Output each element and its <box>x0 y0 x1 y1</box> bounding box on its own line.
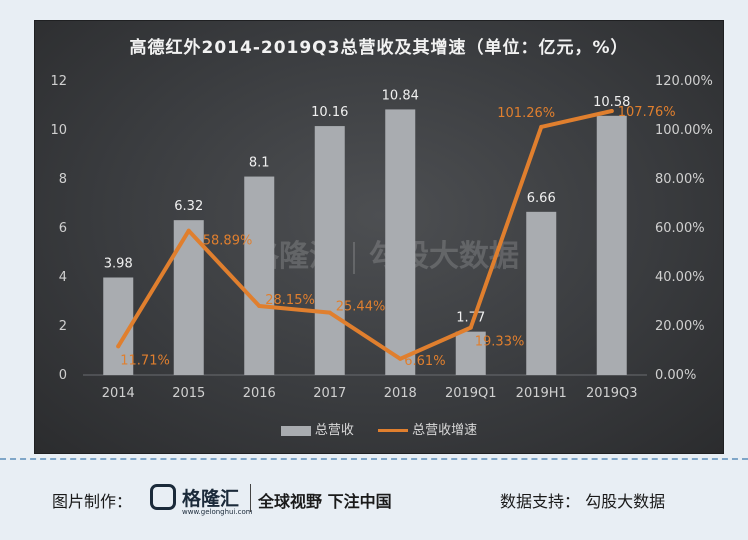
legend-item-line: 总营收增速 <box>378 419 477 438</box>
line-value-label: 58.89% <box>203 234 253 249</box>
legend-label-bar: 总营收 <box>314 423 354 438</box>
bar-value-label: 10.84 <box>382 88 419 103</box>
y-left-tick-label: 2 <box>59 319 67 334</box>
footer-separator <box>250 484 251 512</box>
bar-value-label: 3.98 <box>104 256 133 271</box>
y-left-tick-label: 10 <box>50 123 67 138</box>
line-point <box>609 108 614 113</box>
bar <box>596 115 627 375</box>
x-tick-label: 2016 <box>243 386 276 401</box>
y-right-tick-label: 0.00% <box>655 368 696 383</box>
bar-value-label: 1.77 <box>456 311 485 326</box>
line-value-label: 19.33% <box>475 335 525 350</box>
line-value-label: 101.26% <box>497 106 555 121</box>
line-point <box>327 310 332 315</box>
gelonghui-logo: 格隆汇 www.gelonghui.com <box>150 482 253 516</box>
bar <box>244 176 275 375</box>
watermark-separator <box>353 241 355 274</box>
bar-value-label: 10.16 <box>311 105 348 120</box>
line-value-label: 11.71% <box>120 353 170 368</box>
footer-divider-line <box>0 458 748 460</box>
x-tick-label: 2019H1 <box>516 386 567 401</box>
bar <box>385 109 416 376</box>
y-left-tick-label: 4 <box>59 270 67 285</box>
footer-credit: 图片制作： <box>52 492 133 511</box>
bar <box>314 126 345 375</box>
bar-value-label: 10.58 <box>593 95 630 110</box>
y-right-tick-label: 100.00% <box>655 123 713 138</box>
y-right-tick-label: 80.00% <box>655 172 705 187</box>
logo-mark-icon <box>150 484 176 510</box>
bar-value-label: 6.66 <box>527 191 556 206</box>
logo-url: www.gelonghui.com <box>182 508 253 516</box>
legend-swatch-line <box>378 429 409 432</box>
line-value-label: 25.44% <box>336 300 386 315</box>
line-point <box>539 124 544 129</box>
growth-line <box>116 108 614 361</box>
x-tick-label: 2018 <box>384 386 417 401</box>
x-tick-label: 2015 <box>172 386 205 401</box>
footer: 图片制作： 格隆汇 www.gelonghui.com 全球视野 下注中国 数据… <box>0 470 748 526</box>
chart-panel: 高德红外2014-2019Q3总营收及其增速（单位：亿元，%） 格隆汇 勾股大数据… <box>34 20 724 454</box>
y-left-tick-label: 8 <box>59 172 67 187</box>
chart-legend: 总营收 总营收增速 <box>35 419 723 438</box>
bar-value-label: 6.32 <box>174 199 203 214</box>
y-right-tick-label: 40.00% <box>655 270 705 285</box>
line-point <box>468 325 473 330</box>
x-tick-label: 2019Q3 <box>586 386 638 401</box>
combo-chart: 0246810120.00%20.00%40.00%60.00%80.00%10… <box>50 74 713 401</box>
line-value-label: 6.61% <box>404 354 445 369</box>
legend-item-bar: 总营收 <box>280 419 354 438</box>
x-tick-label: 2014 <box>102 386 135 401</box>
line-point <box>116 344 121 349</box>
x-tick-label: 2017 <box>313 386 346 401</box>
y-left-tick-label: 6 <box>59 221 67 236</box>
y-left-tick-label: 0 <box>59 368 67 383</box>
bar <box>455 331 486 375</box>
footer-slogan: 全球视野 下注中国 <box>258 492 392 511</box>
bar-value-label: 8.1 <box>249 156 270 171</box>
y-left-tick-label: 12 <box>50 74 67 89</box>
line-point <box>186 228 191 233</box>
chart-title: 高德红外2014-2019Q3总营收及其增速（单位：亿元，%） <box>129 38 629 58</box>
footer-source: 数据支持： 勾股大数据 <box>500 492 666 511</box>
y-right-tick-label: 20.00% <box>655 319 705 334</box>
x-tick-label: 2019Q1 <box>445 386 497 401</box>
legend-label-line: 总营收增速 <box>412 423 478 438</box>
line-point <box>398 356 403 361</box>
line-value-label: 28.15% <box>265 293 315 308</box>
bar <box>526 211 557 375</box>
line-point <box>257 304 262 309</box>
logo-text: 格隆汇 <box>182 488 240 510</box>
y-right-tick-label: 60.00% <box>655 221 705 236</box>
legend-swatch-bar <box>280 425 311 436</box>
line-value-label: 107.76% <box>618 105 676 120</box>
y-right-tick-label: 120.00% <box>655 74 713 89</box>
